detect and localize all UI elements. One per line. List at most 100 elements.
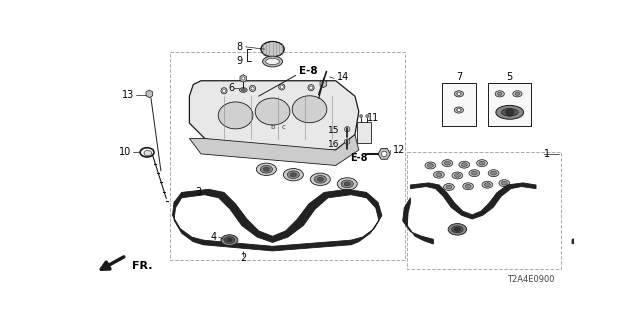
Polygon shape bbox=[572, 198, 603, 244]
Ellipse shape bbox=[428, 164, 433, 167]
Ellipse shape bbox=[337, 178, 357, 190]
Polygon shape bbox=[403, 198, 433, 244]
Polygon shape bbox=[172, 192, 204, 245]
Ellipse shape bbox=[469, 170, 480, 177]
Ellipse shape bbox=[344, 182, 350, 186]
Bar bbox=[357, 122, 371, 143]
Ellipse shape bbox=[436, 173, 442, 177]
Circle shape bbox=[308, 84, 314, 91]
Circle shape bbox=[365, 115, 369, 118]
Ellipse shape bbox=[314, 175, 326, 183]
Circle shape bbox=[506, 108, 513, 116]
Circle shape bbox=[344, 127, 350, 132]
Ellipse shape bbox=[495, 91, 504, 97]
Ellipse shape bbox=[456, 92, 461, 95]
Circle shape bbox=[458, 92, 460, 95]
Ellipse shape bbox=[496, 105, 524, 119]
Ellipse shape bbox=[239, 88, 247, 92]
Text: 7: 7 bbox=[456, 72, 462, 82]
Text: 3: 3 bbox=[195, 188, 201, 197]
Text: 16: 16 bbox=[328, 140, 340, 149]
Circle shape bbox=[344, 139, 350, 144]
Circle shape bbox=[250, 85, 255, 92]
Bar bbox=[407, 152, 561, 269]
Ellipse shape bbox=[454, 91, 463, 97]
Circle shape bbox=[251, 87, 254, 90]
Ellipse shape bbox=[261, 42, 284, 57]
Text: 8: 8 bbox=[236, 42, 243, 52]
Text: 11: 11 bbox=[367, 114, 380, 124]
Ellipse shape bbox=[497, 92, 502, 95]
Ellipse shape bbox=[292, 96, 327, 123]
Ellipse shape bbox=[488, 170, 499, 177]
Text: 1: 1 bbox=[545, 149, 550, 159]
Ellipse shape bbox=[501, 108, 518, 116]
Ellipse shape bbox=[255, 98, 290, 125]
Text: 13: 13 bbox=[122, 90, 134, 100]
Ellipse shape bbox=[266, 59, 280, 65]
Ellipse shape bbox=[241, 89, 245, 91]
Ellipse shape bbox=[262, 56, 283, 67]
Ellipse shape bbox=[501, 181, 508, 185]
Ellipse shape bbox=[444, 184, 454, 190]
Ellipse shape bbox=[446, 185, 452, 189]
Text: T2A4E0900: T2A4E0900 bbox=[507, 275, 554, 284]
Ellipse shape bbox=[310, 173, 330, 186]
Ellipse shape bbox=[471, 171, 477, 175]
Ellipse shape bbox=[454, 228, 460, 231]
Ellipse shape bbox=[341, 180, 353, 188]
Ellipse shape bbox=[515, 92, 520, 95]
Ellipse shape bbox=[448, 224, 467, 235]
Text: 6: 6 bbox=[228, 84, 235, 93]
Ellipse shape bbox=[433, 171, 444, 178]
Ellipse shape bbox=[263, 167, 269, 171]
Ellipse shape bbox=[484, 183, 490, 187]
Ellipse shape bbox=[452, 226, 463, 233]
Ellipse shape bbox=[491, 171, 497, 175]
Text: 5: 5 bbox=[507, 72, 513, 82]
Bar bbox=[442, 83, 476, 126]
Ellipse shape bbox=[291, 173, 296, 177]
Text: FR.: FR. bbox=[132, 260, 152, 270]
Polygon shape bbox=[410, 183, 536, 219]
Text: c: c bbox=[282, 124, 285, 130]
Ellipse shape bbox=[461, 163, 467, 167]
Text: 2: 2 bbox=[240, 253, 246, 263]
Ellipse shape bbox=[284, 169, 303, 181]
Ellipse shape bbox=[317, 177, 323, 181]
Ellipse shape bbox=[477, 160, 488, 167]
Text: 15: 15 bbox=[328, 126, 340, 135]
Circle shape bbox=[360, 115, 363, 118]
Circle shape bbox=[223, 89, 225, 92]
Circle shape bbox=[310, 86, 312, 89]
Text: E-8: E-8 bbox=[300, 66, 318, 76]
Ellipse shape bbox=[444, 161, 451, 165]
Ellipse shape bbox=[479, 161, 485, 165]
Polygon shape bbox=[189, 81, 359, 150]
Text: 12: 12 bbox=[394, 145, 406, 155]
Text: 9: 9 bbox=[236, 57, 243, 67]
Circle shape bbox=[381, 151, 387, 156]
Ellipse shape bbox=[456, 108, 461, 112]
Circle shape bbox=[221, 88, 227, 94]
Bar bbox=[170, 52, 405, 260]
Text: 14: 14 bbox=[337, 72, 349, 82]
Circle shape bbox=[279, 84, 285, 90]
Ellipse shape bbox=[260, 165, 273, 173]
Ellipse shape bbox=[257, 163, 276, 175]
Polygon shape bbox=[189, 135, 359, 165]
Ellipse shape bbox=[454, 107, 463, 113]
Ellipse shape bbox=[459, 161, 470, 168]
Ellipse shape bbox=[452, 172, 463, 179]
Text: 4: 4 bbox=[210, 232, 216, 242]
Ellipse shape bbox=[221, 235, 238, 245]
Bar bbox=[488, 83, 531, 126]
Text: b: b bbox=[270, 124, 275, 130]
Ellipse shape bbox=[287, 171, 300, 179]
Circle shape bbox=[242, 77, 245, 80]
Polygon shape bbox=[351, 192, 382, 245]
Ellipse shape bbox=[482, 181, 493, 188]
Ellipse shape bbox=[144, 150, 152, 156]
Ellipse shape bbox=[218, 102, 253, 129]
Ellipse shape bbox=[454, 173, 460, 177]
